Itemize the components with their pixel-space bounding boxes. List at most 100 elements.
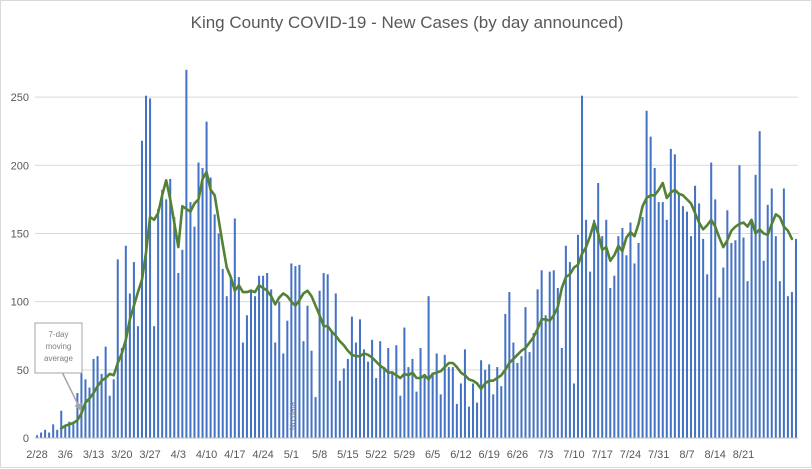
bar (334, 293, 337, 438)
x-tick-label: 7/10 (563, 449, 584, 461)
bar (100, 373, 103, 438)
bar (48, 432, 51, 438)
bar (423, 373, 426, 438)
bar (185, 69, 188, 438)
x-tick-label: 5/29 (394, 449, 415, 461)
bar (496, 367, 499, 438)
bar (209, 177, 212, 439)
bar (221, 268, 224, 438)
bar (738, 165, 741, 438)
bar (258, 275, 261, 438)
x-tick-label: 7/17 (591, 449, 612, 461)
bar (233, 218, 236, 438)
bar (455, 403, 458, 438)
bar (104, 346, 107, 438)
x-tick-label: 4/24 (252, 449, 273, 461)
bar (153, 326, 156, 438)
bar (774, 236, 777, 438)
bar (730, 243, 733, 438)
bar (318, 290, 321, 438)
bar (282, 353, 285, 438)
bar (213, 214, 216, 438)
bar (734, 240, 737, 438)
bar (407, 367, 410, 438)
x-tick-label: 8/14 (705, 449, 726, 461)
bar (500, 386, 503, 438)
bar (778, 281, 781, 438)
y-tick-label: 250 (11, 92, 29, 104)
bar (657, 202, 660, 438)
bar (621, 228, 624, 438)
bar (629, 222, 632, 438)
bar (383, 367, 386, 438)
bar (290, 263, 293, 438)
bar (310, 350, 313, 438)
bar (568, 262, 571, 438)
x-tick-label: 5/1 (284, 449, 299, 461)
bar (411, 358, 414, 438)
bar (262, 275, 265, 438)
bar (601, 236, 604, 438)
bar (40, 432, 43, 438)
bar (540, 270, 543, 438)
chart-title: King County COVID-19 - New Cases (by day… (191, 13, 624, 32)
bar (177, 273, 180, 438)
callout-text: 7-day moving average (44, 330, 73, 363)
bar (145, 95, 148, 438)
bar (165, 199, 168, 438)
bar (762, 260, 765, 438)
bar (585, 219, 588, 438)
bar (391, 371, 394, 438)
bar (714, 199, 717, 438)
bar (685, 211, 688, 438)
x-tick-label: 2/28 (26, 449, 47, 461)
bar (766, 204, 769, 438)
bar (609, 288, 612, 438)
bar (467, 406, 470, 438)
bar (528, 352, 531, 438)
bar (613, 275, 616, 438)
bar (322, 273, 325, 438)
bar (217, 233, 220, 438)
bar (403, 327, 406, 438)
bar (653, 168, 656, 438)
bar (770, 188, 773, 438)
bar (572, 383, 575, 438)
bar (782, 188, 785, 438)
x-tick-label: 3/27 (139, 449, 160, 461)
bar (278, 301, 281, 438)
callout-arrowhead (74, 402, 82, 412)
bar (645, 110, 648, 438)
bar (694, 185, 697, 438)
bar (718, 297, 721, 438)
bar (597, 183, 600, 438)
bar (249, 289, 252, 438)
bar (548, 271, 551, 438)
callout-arrow (61, 372, 81, 408)
bar (576, 234, 579, 438)
bar (427, 296, 430, 438)
bar (589, 271, 592, 438)
x-tick-label: 7/24 (620, 449, 641, 461)
bar (633, 263, 636, 438)
x-tick-label: 5/8 (312, 449, 327, 461)
bar (193, 226, 196, 438)
bar (443, 354, 446, 438)
bar (431, 372, 434, 438)
bar (326, 274, 329, 438)
bar (128, 293, 131, 438)
bar (722, 267, 725, 438)
bar (476, 402, 479, 438)
bar (504, 313, 507, 438)
bar (536, 289, 539, 438)
callout-text-line: 7-day (48, 330, 68, 339)
bar (157, 208, 160, 438)
bar (237, 277, 240, 438)
bar (80, 337, 83, 438)
bar (459, 383, 462, 438)
bar (516, 363, 519, 438)
bar (387, 348, 390, 438)
bar (435, 353, 438, 438)
bar (136, 326, 139, 438)
